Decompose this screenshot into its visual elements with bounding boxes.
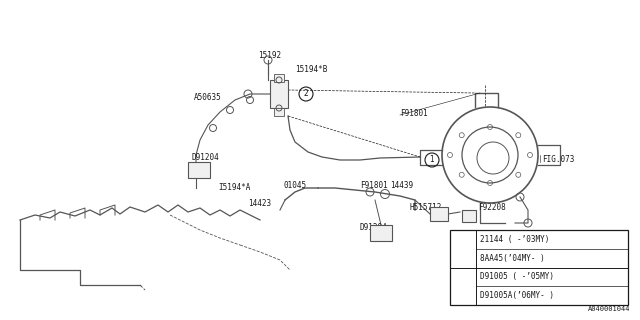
Bar (274, 108, 284, 116)
Text: A50635: A50635 (194, 92, 221, 101)
Text: 01045: 01045 (284, 180, 307, 189)
Bar (274, 74, 284, 82)
Bar (270, 80, 288, 108)
Bar (370, 225, 392, 241)
Text: 2: 2 (460, 282, 466, 291)
Text: 15194*B: 15194*B (295, 66, 328, 75)
Text: A040001044: A040001044 (588, 306, 630, 312)
Text: I5194*A: I5194*A (218, 183, 250, 193)
Text: F92208: F92208 (478, 204, 506, 212)
Text: 14423: 14423 (248, 198, 271, 207)
Bar (188, 162, 210, 178)
Text: 1: 1 (460, 244, 466, 253)
Text: 8AA45(’04MY- ): 8AA45(’04MY- ) (480, 254, 545, 263)
Text: 14439: 14439 (390, 181, 413, 190)
Bar (450, 230, 628, 305)
Bar (462, 210, 476, 222)
Text: D91204: D91204 (360, 223, 388, 233)
Text: FIG.073: FIG.073 (542, 156, 574, 164)
Text: 2: 2 (303, 90, 308, 99)
Bar (430, 207, 448, 221)
Text: 1: 1 (429, 156, 435, 164)
Text: D91005A(’06MY- ): D91005A(’06MY- ) (480, 291, 554, 300)
Text: F91801: F91801 (360, 180, 388, 189)
Text: H515712: H515712 (410, 204, 442, 212)
Text: D91005 ( -’05MY): D91005 ( -’05MY) (480, 272, 554, 281)
Text: D91204: D91204 (191, 154, 219, 163)
Text: 15192: 15192 (258, 52, 281, 60)
Text: F91801: F91801 (400, 108, 428, 117)
Text: 21144 ( -’03MY): 21144 ( -’03MY) (480, 235, 549, 244)
